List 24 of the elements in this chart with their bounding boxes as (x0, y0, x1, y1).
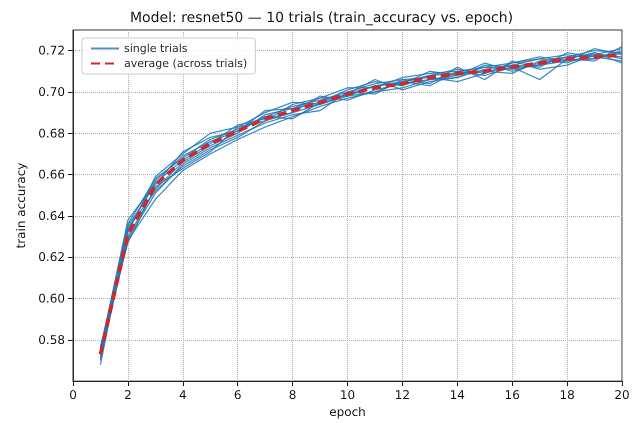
x-tick-label: 6 (234, 388, 242, 402)
x-tick-label: 4 (178, 388, 187, 402)
y-tick-label: 0.58 (38, 332, 65, 347)
x-tick-label: 0 (69, 388, 77, 402)
y-tick-label: 0.66 (38, 168, 65, 182)
x-axis-title: epoch (329, 405, 366, 419)
legend-label: average (across trials) (124, 57, 248, 70)
x-tick-label: 8 (288, 388, 296, 402)
x-tick-label: 18 (559, 388, 575, 402)
y-tick-label: 0.60 (38, 291, 65, 306)
x-tick-label: 12 (394, 388, 410, 402)
y-tick-label: 0.68 (38, 126, 65, 140)
y-tick-label: 0.62 (38, 250, 65, 264)
x-tick-label: 2 (124, 388, 132, 402)
y-axis-title: train accuracy (14, 162, 28, 248)
x-tick-label: 16 (504, 388, 520, 402)
y-tick-label: 0.64 (38, 208, 65, 223)
chart-title: Model: resnet50 — 10 trials (train_accuracy vs. epoch) (130, 10, 514, 26)
x-tick-label: 10 (340, 388, 356, 402)
y-tick-label: 0.72 (38, 44, 65, 58)
x-tick-label: 14 (450, 388, 465, 402)
x-tick-label: 20 (614, 388, 630, 402)
y-tick-label: 0.70 (38, 84, 65, 99)
legend-label: single trials (124, 42, 188, 55)
